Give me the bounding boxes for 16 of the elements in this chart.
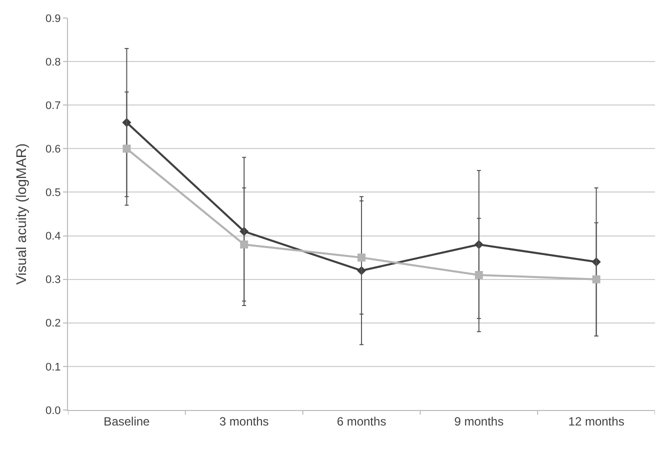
x-tick-label: 3 months — [219, 414, 269, 428]
x-tick-label: 9 months — [454, 414, 504, 428]
y-tick-label: 0.7 — [46, 100, 61, 112]
y-tick-label: 0.0 — [46, 404, 61, 417]
y-tick-label: 0.1 — [46, 361, 61, 374]
y-tick-label: 0.6 — [46, 144, 61, 156]
x-tick-label: 12 months — [568, 414, 624, 428]
y-tick-label: 0.4 — [46, 230, 61, 243]
x-tick-label: Baseline — [104, 414, 150, 428]
x-tick-label: 6 months — [336, 414, 386, 428]
y-tick-label: 0.2 — [46, 318, 61, 330]
y-tick-label: 0.8 — [46, 56, 61, 68]
y-tick-label: 0.5 — [46, 187, 61, 200]
y-tick-label: 0.9 — [46, 12, 61, 25]
y-tick-label: 0.3 — [46, 274, 61, 286]
y-axis-title: Visual acuity (logMAR) — [13, 143, 30, 285]
